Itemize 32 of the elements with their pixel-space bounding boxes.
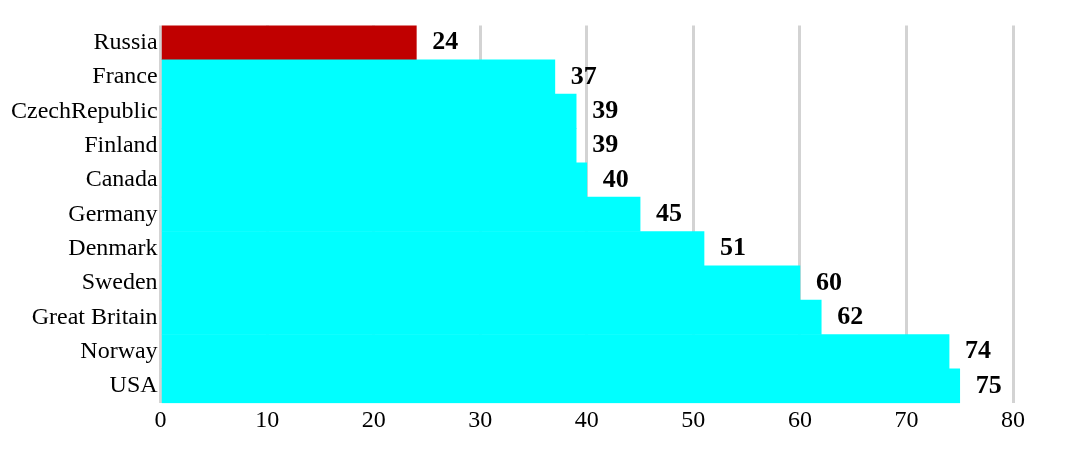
x-tick-label: 70 [894,405,919,432]
x-tick-label: 10 [255,405,280,432]
data-label: 51 [720,232,747,262]
y-tick-label: Canada [85,165,158,192]
data-label: 24 [432,26,459,56]
data-label: 60 [815,266,842,296]
data-label: 39 [592,94,619,124]
y-tick-label: CzechRepublic [10,96,158,123]
data-label: 40 [602,163,629,193]
y-tick-label: Denmark [68,233,158,260]
x-tick-label: 80 [1001,405,1025,432]
x-tick-label: 50 [681,405,706,432]
x-tick-label: 60 [787,405,812,432]
y-tick-label: Russia [93,27,158,54]
x-tick-label: 40 [574,405,599,432]
x-tick-label: 30 [468,405,493,432]
y-tick-label: USA [109,371,159,398]
y-tick-label: Great Britain [31,302,158,329]
data-label: 75 [975,369,1002,399]
bar [161,25,417,61]
y-tick-label: Finland [84,130,158,157]
data-label: 45 [656,198,683,228]
data-label: 39 [592,129,619,159]
x-tick-label: 0 [154,405,167,432]
y-tick-label: France [92,62,158,89]
data-label: 74 [965,335,992,365]
data-label: 37 [570,60,597,90]
y-tick-label: Sweden [81,268,158,295]
y-tick-label: Germany [68,199,158,226]
y-tick-label: Norway [80,336,158,363]
data-label: 62 [837,301,864,331]
x-tick-label: 20 [361,405,386,432]
